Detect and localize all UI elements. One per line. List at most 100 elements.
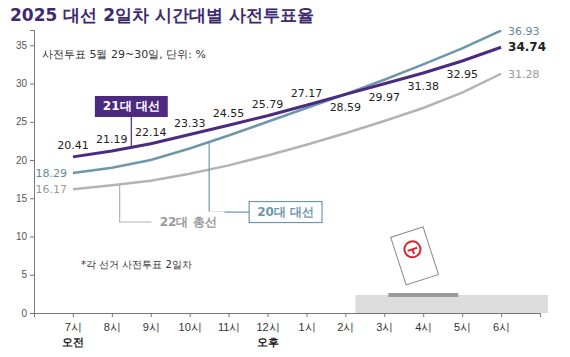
y-tick-mark xyxy=(30,198,34,199)
x-tick-mark xyxy=(306,313,307,317)
y-tick: 0 xyxy=(21,308,34,319)
x-tick: 8시 xyxy=(104,313,121,333)
y-tick-label: 10 xyxy=(16,231,28,242)
data-label: 31.38 xyxy=(407,80,439,93)
x-tick: 3시 xyxy=(376,313,393,333)
series-label: 21대 대선 xyxy=(95,96,168,147)
x-axis-line xyxy=(35,314,541,318)
x-tick: 9시 xyxy=(143,313,160,333)
data-label: 29.97 xyxy=(369,91,401,104)
data-label: 16.17 xyxy=(35,183,67,196)
y-tick-label: 0 xyxy=(21,308,27,319)
y-tick-mark xyxy=(30,84,34,85)
data-label: 18.29 xyxy=(35,167,67,180)
data-label: 32.95 xyxy=(446,68,478,81)
data-label: 24.55 xyxy=(213,107,245,120)
y-tick: 25 xyxy=(16,116,34,127)
x-tick-mark xyxy=(384,313,385,317)
x-tick: 1시 xyxy=(298,313,315,333)
series-line xyxy=(73,31,501,174)
x-tick-label: 1시 xyxy=(298,321,315,333)
x-tick: 6시 xyxy=(493,313,510,333)
data-label: 25.79 xyxy=(252,98,284,111)
y-tick-mark xyxy=(30,237,34,238)
data-label: 28.59 xyxy=(330,101,362,114)
data-label: 36.93 xyxy=(508,25,539,38)
x-axis: 7시 8시 9시 10시 11시 12시 1시 2시 3시 4시 5시 6시 xyxy=(35,313,541,333)
x-tick-label: 8시 xyxy=(104,321,121,333)
x-tick: 5시 xyxy=(454,313,471,333)
ballot-box-icon xyxy=(355,227,548,313)
x-tick-mark xyxy=(423,313,424,317)
x-tick-mark xyxy=(229,313,230,317)
x-tick: 7시 xyxy=(65,313,82,333)
data-label: 34.74 xyxy=(508,40,546,54)
data-label: 22.14 xyxy=(135,126,167,139)
x-tick-label: 5시 xyxy=(454,321,471,333)
x-annotation: 오전 xyxy=(62,336,84,349)
series-name: 21대 대선 xyxy=(103,99,160,113)
series-line xyxy=(73,47,501,157)
x-tick-mark xyxy=(268,313,269,317)
x-tick-mark xyxy=(462,313,463,317)
ballot-paper xyxy=(391,227,439,285)
y-tick-label: 20 xyxy=(16,155,28,166)
data-labels: 20.41 21.19 22.14 23.33 24.55 25.79 27.17 28.59… xyxy=(35,25,546,197)
x-tick-label: 2시 xyxy=(337,321,354,333)
y-tick: 30 xyxy=(16,78,34,89)
data-label: 31.28 xyxy=(508,68,539,81)
leader-line xyxy=(120,184,152,222)
x-tick-mark xyxy=(112,313,113,317)
y-tick-label: 5 xyxy=(21,269,27,280)
x-tick: 10시 xyxy=(179,313,202,333)
x-tick-label: 3시 xyxy=(376,321,393,333)
leader-line xyxy=(209,142,249,212)
y-tick-label: 15 xyxy=(16,193,28,204)
y-tick-label: 25 xyxy=(16,116,28,127)
leader-line xyxy=(131,117,132,147)
note: *각 선거 사전투표 2일차 xyxy=(81,259,192,270)
lines xyxy=(73,31,501,190)
y-tick: 20 xyxy=(16,155,34,166)
y-tick-mark xyxy=(30,122,34,123)
series-line xyxy=(73,74,501,190)
series-name: 22대 총선 xyxy=(160,215,217,229)
series-label-box xyxy=(249,202,322,223)
x-tick-label: 9시 xyxy=(143,321,160,333)
data-label: 27.17 xyxy=(291,87,323,100)
x-tick-label: 10시 xyxy=(179,321,202,333)
data-label: 23.33 xyxy=(174,117,206,130)
y-tick: 10 xyxy=(16,231,34,242)
x-tick: 12시 xyxy=(256,313,279,333)
x-tick-mark xyxy=(345,313,346,317)
y-tick: 5 xyxy=(21,269,34,280)
subtitle: 사전투표 5월 29~30일, 단위: % xyxy=(42,48,206,61)
series-labels: 21대 대선 20대 대선22대 총선 xyxy=(95,96,322,232)
x-tick-label: 11시 xyxy=(218,321,240,333)
series-label-box xyxy=(95,96,168,117)
x-tick-mark xyxy=(151,313,152,317)
y-axis: 0 5 10 15 20 25 30 35 xyxy=(16,31,35,319)
chart: 2025 대선 2일차 시간대별 사전투표율사전투표 5월 29~30일, 단위… xyxy=(0,0,570,357)
ballot-stamp xyxy=(402,239,422,259)
ballot-slot xyxy=(388,293,458,297)
y-tick: 15 xyxy=(16,193,34,204)
y-tick-mark xyxy=(30,275,34,276)
y-tick: 35 xyxy=(16,40,34,51)
series-label: 22대 총선 xyxy=(120,184,225,232)
x-tick-label: 6시 xyxy=(493,321,510,333)
x-tick-label: 12시 xyxy=(256,321,279,333)
data-label: 20.41 xyxy=(57,139,89,152)
data-label: 21.19 xyxy=(96,133,128,146)
series-label-box xyxy=(152,211,225,232)
y-tick-mark xyxy=(30,45,34,46)
x-tick: 4시 xyxy=(415,313,432,333)
y-tick-label: 30 xyxy=(16,78,28,89)
ballot-stamp-mark xyxy=(408,248,419,256)
series-label: 20대 대선 xyxy=(209,142,322,222)
y-axis-line xyxy=(30,31,35,314)
x-annotation: 오후 xyxy=(257,336,279,349)
x-tick-label: 4시 xyxy=(415,321,432,333)
y-tick-mark xyxy=(30,313,34,314)
x-tick-label: 7시 xyxy=(65,321,82,333)
